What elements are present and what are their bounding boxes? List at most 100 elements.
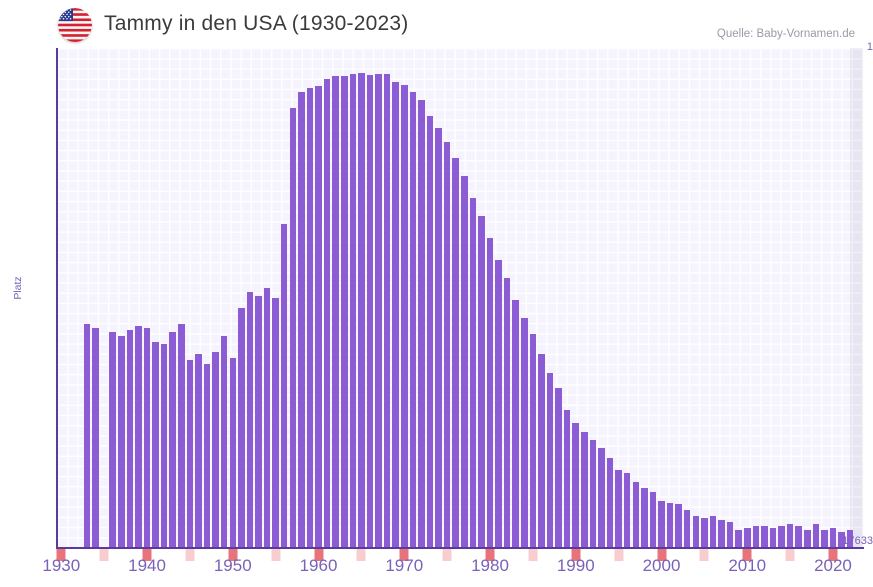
bar-1967 [375, 74, 382, 548]
bar-1955 [272, 298, 279, 548]
bar-2005 [701, 518, 708, 548]
bar-1939 [135, 326, 142, 548]
bar-1983 [512, 300, 519, 548]
chart-plot-area [57, 48, 863, 548]
x-axis-tick-1960 [314, 549, 324, 561]
bar-2002 [675, 504, 682, 548]
bar-2001 [666, 503, 674, 548]
bar-1934 [92, 328, 99, 548]
bar-1944 [178, 324, 185, 548]
bar-2010 [743, 528, 751, 548]
bar-1933 [83, 324, 91, 548]
bar-1936 [109, 332, 116, 548]
bar-1949 [220, 336, 228, 548]
bar-1985 [529, 334, 537, 548]
x-axis-label-1990: 1990 [556, 556, 595, 575]
bar-2008 [726, 522, 734, 548]
x-axis-label-1980: 1980 [471, 556, 509, 575]
bar-1973 [426, 116, 434, 548]
bar-1982 [503, 278, 511, 548]
bar-2016 [795, 526, 802, 548]
bar-1981 [495, 260, 502, 548]
bar-1997 [632, 482, 640, 548]
x-axis-label-1940: 1940 [128, 556, 166, 575]
bar-1952 [246, 292, 254, 548]
bar-1953 [255, 296, 262, 548]
y-axis-tick-bottom: 17633 [842, 535, 873, 547]
bar-1980 [486, 238, 494, 548]
bar-1971 [409, 92, 417, 548]
bar-1951 [238, 308, 245, 548]
bar-1965 [358, 73, 365, 548]
bar-2012 [761, 526, 768, 548]
bar-1954 [263, 288, 271, 548]
bar-2013 [769, 528, 777, 548]
bar-1948 [212, 352, 219, 548]
bar-1957 [289, 108, 297, 548]
bar-2003 [683, 510, 691, 548]
bar-1956 [280, 224, 288, 548]
bar-2004 [692, 516, 700, 548]
x-axis-tick-1930 [56, 549, 66, 561]
x-axis-tick-1935 [99, 549, 109, 561]
bar-2020 [829, 528, 837, 548]
bar-1946 [195, 354, 202, 548]
x-axis-tick-2000 [657, 549, 666, 561]
bar-2018 [812, 524, 820, 548]
x-axis-tick-1975 [442, 549, 452, 561]
bar-2014 [778, 526, 785, 548]
bar-2006 [709, 516, 717, 548]
bar-1979 [478, 216, 485, 548]
bar-1991 [581, 432, 588, 548]
x-axis-tick-1950 [228, 549, 238, 561]
bar-1989 [563, 410, 571, 548]
bar-1977 [461, 176, 468, 548]
x-axis-tick-1940 [142, 549, 152, 561]
bar-2015 [786, 524, 794, 548]
bar-1999 [649, 492, 657, 548]
bar-1987 [546, 373, 554, 548]
x-axis-label-1950: 1950 [213, 556, 252, 575]
y-axis-title: Platz [12, 276, 24, 300]
bar-1958 [298, 92, 305, 548]
x-axis-tick-1945 [185, 549, 195, 561]
chart-header: Tammy in den USA (1930-2023) Quelle: Bab… [0, 0, 873, 48]
x-axis-tick-2010 [742, 549, 752, 561]
y-axis-line [56, 48, 58, 549]
bar-1995 [615, 470, 622, 548]
bar-1972 [418, 100, 425, 548]
bar-1990 [572, 423, 579, 548]
bar-1966 [366, 75, 374, 548]
bar-1993 [598, 448, 605, 548]
bar-1994 [606, 458, 614, 548]
bar-1963 [340, 76, 348, 548]
bar-2000 [658, 500, 665, 548]
bar-1988 [555, 388, 562, 548]
bar-1938 [126, 330, 134, 548]
bar-1986 [538, 354, 545, 548]
x-axis-label-2010: 2010 [728, 556, 767, 575]
bar-1962 [332, 76, 339, 548]
x-axis-tick-1980 [485, 549, 495, 561]
bar-1969 [392, 82, 399, 548]
bar-1947 [203, 364, 211, 548]
bar-2007 [718, 520, 725, 548]
x-axis-label-2000: 2000 [642, 556, 681, 575]
x-axis-tick-1990 [571, 549, 581, 561]
x-axis-tick-2005 [699, 549, 709, 561]
bar-1943 [169, 332, 176, 548]
x-axis-label-1930: 1930 [42, 556, 81, 575]
x-axis-tick-1995 [614, 549, 624, 561]
y-axis-tick-top: 1 [866, 41, 873, 53]
bar-1976 [452, 158, 459, 548]
x-axis-label-1960: 1960 [299, 556, 338, 575]
bar-2022 [846, 530, 854, 548]
source-label: Quelle: Baby-Vornamen.de [716, 28, 855, 40]
page-title: Tammy in den USA (1930-2023) [104, 12, 409, 35]
bar-1961 [323, 79, 331, 548]
bar-1937 [118, 336, 125, 548]
bar-1950 [229, 358, 237, 548]
bar-1996 [623, 473, 631, 548]
x-axis-line [56, 547, 864, 549]
x-axis-tick-1965 [356, 549, 366, 561]
